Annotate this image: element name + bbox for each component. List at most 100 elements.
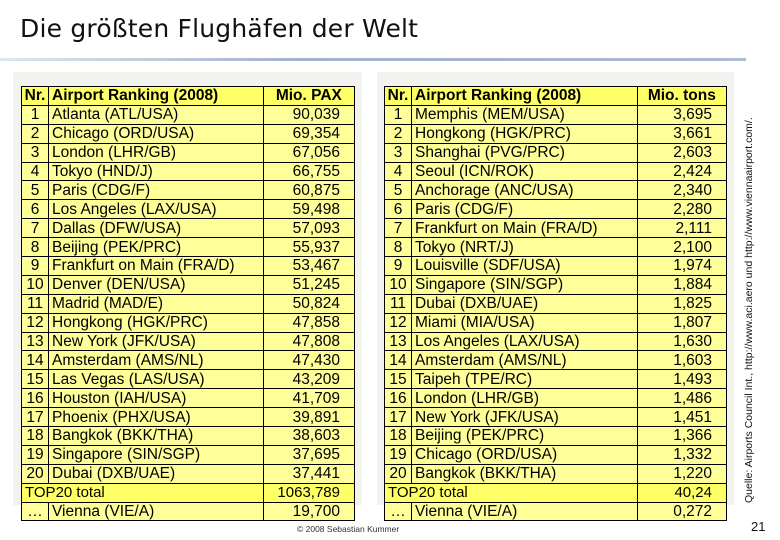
value-cell: 1,603 (636, 350, 728, 371)
table-row: 11 Dubai (DXB/UAE) 1,825 (384, 293, 728, 314)
column-header-nr: Nr. (21, 86, 49, 106)
rank-cell: 18 (21, 426, 49, 446)
table-row: 18 Beijing (PEK/PRC) 1,366 (384, 426, 728, 446)
table-row: 20 Dubai (DXB/UAE) 37,441 (21, 463, 356, 484)
table-row: 8 Beijing (PEK/PRC) 55,937 (21, 237, 356, 258)
rank-cell: 19 (21, 444, 49, 465)
table-row: 7 Dallas (DFW/USA) 57,093 (21, 218, 356, 239)
airport-cell: Paris (CDG/F) (48, 180, 264, 201)
value-cell: 1,366 (636, 426, 728, 446)
table-row: 17 Phoenix (PHX/USA) 39,891 (21, 407, 356, 428)
rank-cell: … (21, 501, 49, 522)
table-row: 12 Hongkong (HGK/PRC) 47,858 (21, 312, 356, 333)
airport-cell: Singapore (SIN/SGP) (411, 274, 638, 295)
rank-cell: 15 (21, 369, 49, 390)
value-cell: 1,493 (636, 369, 728, 390)
value-cell: 90,039 (262, 104, 356, 125)
airport-cell: Anchorage (ANC/USA) (411, 180, 638, 201)
airport-cell: Chicago (ORD/USA) (48, 123, 264, 144)
value-cell: 1,486 (636, 388, 728, 409)
airport-cell: Seoul (ICN/ROK) (411, 161, 638, 182)
value-cell: 69,354 (262, 123, 356, 144)
airport-cell: Hongkong (HGK/PRC) (48, 312, 264, 333)
airport-cell: Las Vegas (LAS/USA) (48, 369, 264, 390)
airport-cell: Vienna (VIE/A) (411, 501, 638, 522)
table-row: 2 Chicago (ORD/USA) 69,354 (21, 123, 356, 144)
rank-cell: 1 (21, 104, 49, 125)
table-row: 14 Amsterdam (AMS/NL) 1,603 (384, 350, 728, 371)
value-cell: 1,220 (636, 463, 728, 484)
rank-cell: 19 (384, 444, 412, 465)
table-row: 4 Seoul (ICN/ROK) 2,424 (384, 161, 728, 182)
table-row: 12 Miami (MIA/USA) 1,807 (384, 312, 728, 333)
rank-cell: 17 (384, 407, 412, 428)
page-title: Die größten Flughäfen der Welt (20, 14, 419, 43)
rank-cell: 9 (21, 256, 49, 276)
total-value: 40,24 (636, 482, 728, 503)
table-row: 3 London (LHR/GB) 67,056 (21, 142, 356, 163)
airport-cell: Frankfurt on Main (FRA/D) (48, 256, 264, 276)
value-cell: 55,937 (262, 237, 356, 258)
table-row: 7 Frankfurt on Main (FRA/D) 2,111 (384, 218, 728, 239)
airport-cell: Beijing (PEK/PRC) (48, 237, 264, 258)
value-cell: 1,825 (636, 293, 728, 314)
table-row: 2 Hongkong (HGK/PRC) 3,661 (384, 123, 728, 144)
value-cell: 47,430 (262, 350, 356, 371)
airport-cell: Houston (IAH/USA) (48, 388, 264, 409)
table-row: 16 London (LHR/GB) 1,486 (384, 388, 728, 409)
value-cell: 53,467 (262, 256, 356, 276)
value-cell: 2,603 (636, 142, 728, 163)
cargo-ranking-table: Nr. Airport Ranking (2008) Mio. tons 1 Me… (384, 86, 728, 522)
value-cell: 3,695 (636, 104, 728, 125)
airport-cell: London (LHR/GB) (411, 388, 638, 409)
value-cell: 60,875 (262, 180, 356, 201)
table-row: 13 Los Angeles (LAX/USA) 1,630 (384, 331, 728, 352)
rank-cell: 13 (21, 331, 49, 352)
airport-cell: Atlanta (ATL/USA) (48, 104, 264, 125)
airport-cell: Tokyo (NRT/J) (411, 237, 638, 258)
rank-cell: 11 (384, 293, 412, 314)
value-cell: 38,603 (262, 426, 356, 446)
rank-cell: 7 (21, 218, 49, 239)
value-cell: 39,891 (262, 407, 356, 428)
rank-cell: … (384, 501, 412, 522)
value-cell: 57,093 (262, 218, 356, 239)
rank-cell: 13 (384, 331, 412, 352)
value-cell: 59,498 (262, 199, 356, 220)
passenger-table-body: 1 Atlanta (ATL/USA) 90,039 2 Chicago (ORD/US… (21, 104, 356, 522)
table-row: 20 Bangkok (BKK/THA) 1,220 (384, 463, 728, 484)
airport-cell: Los Angeles (LAX/USA) (48, 199, 264, 220)
airport-cell: Miami (MIA/USA) (411, 312, 638, 333)
column-header-airport: Airport Ranking (2008) (411, 86, 638, 106)
table-row: 8 Tokyo (NRT/J) 2,100 (384, 237, 728, 258)
airport-cell: Amsterdam (AMS/NL) (411, 350, 638, 371)
airport-cell: New York (JFK/USA) (411, 407, 638, 428)
table-row: 14 Amsterdam (AMS/NL) 47,430 (21, 350, 356, 371)
total-label: TOP20 total (384, 482, 638, 503)
table-row: 9 Frankfurt on Main (FRA/D) 53,467 (21, 256, 356, 276)
passenger-ranking-table: Nr. Airport Ranking (2008) Mio. PAX 1 Atl… (21, 86, 356, 522)
table-row: 16 Houston (IAH/USA) 41,709 (21, 388, 356, 409)
table-row: 11 Madrid (MAD/E) 50,824 (21, 293, 356, 314)
value-cell: 0,272 (636, 501, 728, 522)
title-divider (0, 58, 746, 61)
rank-cell: 6 (21, 199, 49, 220)
value-cell: 66,755 (262, 161, 356, 182)
value-cell: 19,700 (262, 501, 356, 522)
table-row: 6 Los Angeles (LAX/USA) 59,498 (21, 199, 356, 220)
rank-cell: 5 (21, 180, 49, 201)
rank-cell: 10 (384, 274, 412, 295)
value-cell: 2,100 (636, 237, 728, 258)
value-cell: 1,884 (636, 274, 728, 295)
value-cell: 2,111 (636, 218, 728, 239)
airport-cell: Hongkong (HGK/PRC) (411, 123, 638, 144)
rank-cell: 20 (384, 463, 412, 484)
rank-cell: 8 (21, 237, 49, 258)
airport-cell: Los Angeles (LAX/USA) (411, 331, 638, 352)
airport-cell: Vienna (VIE/A) (48, 501, 264, 522)
rank-cell: 1 (384, 104, 412, 125)
table-header-row: Nr. Airport Ranking (2008) Mio. tons (384, 86, 728, 106)
rank-cell: 3 (384, 142, 412, 163)
cargo-table-body: 1 Memphis (MEM/USA) 3,695 2 Hongkong (HGK/PR… (384, 104, 728, 522)
table-row: 19 Chicago (ORD/USA) 1,332 (384, 444, 728, 465)
